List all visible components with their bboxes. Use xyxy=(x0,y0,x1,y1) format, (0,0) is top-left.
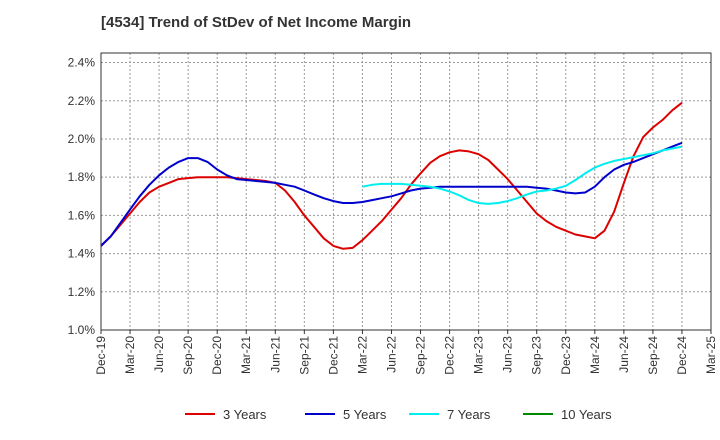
x-tick-label: Jun-23 xyxy=(501,336,515,373)
x-tick-label: Sep-20 xyxy=(181,336,195,375)
x-tick-label: Jun-22 xyxy=(384,336,398,373)
x-tick-label: Sep-21 xyxy=(297,336,311,375)
legend-label: 10 Years xyxy=(561,407,612,422)
series-lines xyxy=(100,101,683,250)
y-tick-label: 2.2% xyxy=(68,94,96,108)
x-tick-label: Jun-24 xyxy=(617,336,631,373)
series-line-7-years xyxy=(362,145,683,205)
axes: 1.0% 1.2% 1.4% 1.6% 1.8% 2.0% 2.2% 2.4% Dec-19 Ma… xyxy=(68,52,718,375)
x-tick-label: Dec-24 xyxy=(675,336,689,375)
y-tick-label: 1.4% xyxy=(68,247,96,261)
x-tick-label: Mar-24 xyxy=(588,336,602,374)
series-line-5-years xyxy=(100,141,683,247)
grid xyxy=(101,53,711,330)
y-tick-label: 1.0% xyxy=(68,323,96,337)
x-tick-label: Jun-21 xyxy=(268,336,282,373)
x-tick-label: Sep-22 xyxy=(414,336,428,375)
y-tick-label: 2.4% xyxy=(68,56,96,70)
chart-title: [4534] Trend of StDev of Net Income Marg… xyxy=(101,14,412,31)
x-tick-label: Mar-25 xyxy=(704,336,718,374)
y-tick-label: 1.6% xyxy=(68,208,96,222)
x-tick-label: Sep-24 xyxy=(646,336,660,375)
x-tick-label: Dec-23 xyxy=(559,336,573,375)
plot-frame xyxy=(100,52,712,331)
y-tick-label: 1.2% xyxy=(68,285,96,299)
series-line-3-years xyxy=(100,101,683,250)
y-tick-label: 2.0% xyxy=(68,132,96,146)
legend-label: 3 Years xyxy=(223,407,267,422)
x-tick-label: Mar-23 xyxy=(472,336,486,374)
x-tick-label: Dec-21 xyxy=(326,336,340,375)
x-tick-label: Dec-19 xyxy=(94,336,108,375)
x-tick-label: Dec-22 xyxy=(443,336,457,375)
x-tick-label: Mar-22 xyxy=(355,336,369,374)
x-tick-label: Dec-20 xyxy=(210,336,224,375)
y-tick-label: 1.8% xyxy=(68,170,96,184)
x-tick-label: Sep-23 xyxy=(530,336,544,375)
legend: 3 Years 5 Years 7 Years 10 Years xyxy=(185,407,612,422)
legend-label: 5 Years xyxy=(343,407,387,422)
x-tick-label: Mar-21 xyxy=(239,336,253,374)
x-tick-label: Jun-20 xyxy=(152,336,166,373)
legend-label: 7 Years xyxy=(447,407,491,422)
x-tick-label: Mar-20 xyxy=(123,336,137,374)
